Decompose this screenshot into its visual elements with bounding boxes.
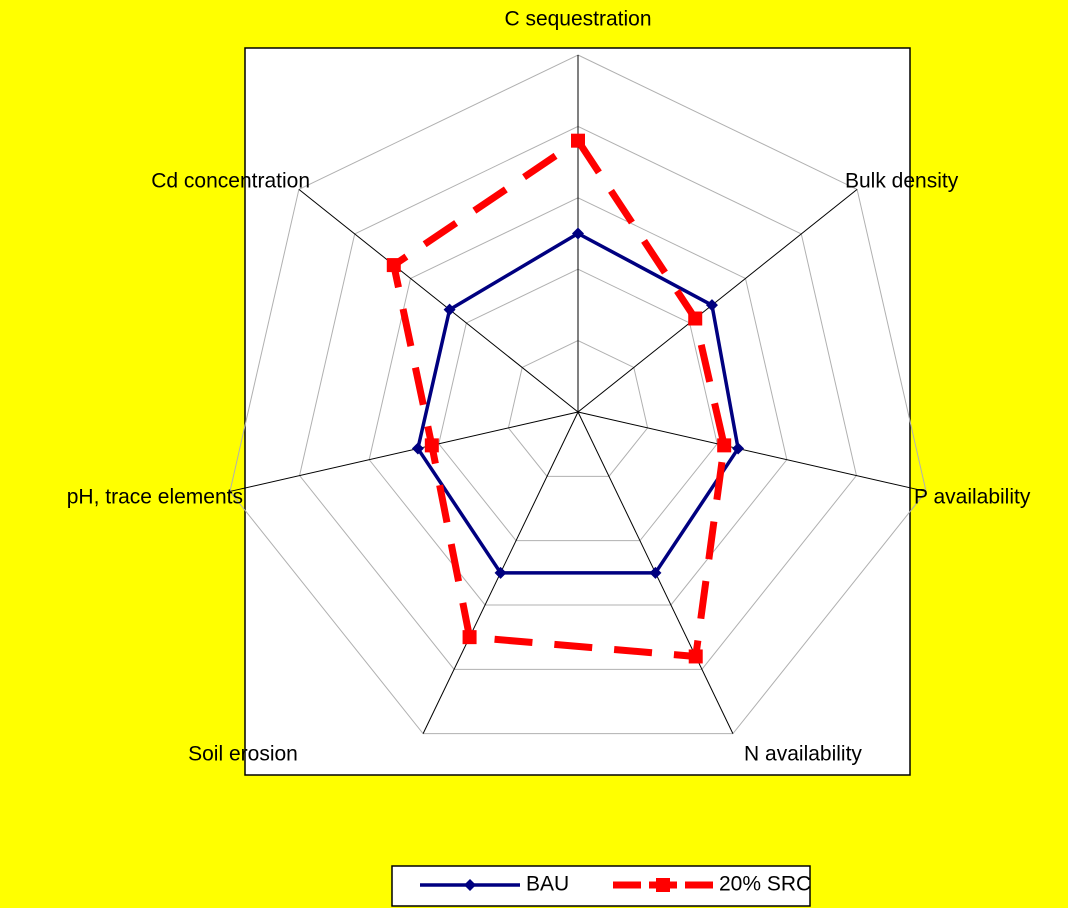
grid-ring	[299, 125, 857, 670]
series-line	[416, 231, 740, 575]
marker	[688, 311, 703, 326]
marker	[571, 133, 585, 148]
category-label: P availability	[914, 486, 1031, 509]
series-line	[390, 137, 728, 660]
category-label: Bulk density	[845, 170, 959, 193]
grid-ring	[507, 340, 649, 477]
marker	[386, 258, 401, 273]
axis-spoke	[577, 411, 927, 492]
legend-label: BAU	[526, 873, 569, 896]
marker	[424, 438, 439, 453]
marker	[705, 299, 718, 312]
category-label: C sequestration	[504, 8, 651, 31]
marker	[411, 442, 424, 455]
category-label: Cd concentration	[151, 170, 310, 193]
marker	[732, 442, 745, 455]
axis-spoke	[577, 189, 858, 413]
axis-spoke	[298, 189, 579, 413]
marker	[462, 630, 477, 645]
marker	[572, 227, 584, 240]
axis-spoke	[229, 411, 579, 492]
grid-ring	[438, 268, 718, 542]
marker	[688, 649, 703, 664]
legend-marker	[656, 878, 670, 892]
labels: C sequestration Bulk density P availabilit…	[67, 8, 1031, 766]
category-label: N availability	[744, 743, 862, 766]
grid-ring	[229, 54, 927, 735]
series-group	[386, 133, 745, 664]
marker	[443, 303, 456, 316]
legend-items: BAU 20% SRC	[420, 873, 811, 896]
legend-marker	[464, 879, 476, 891]
grid-ring	[368, 197, 788, 606]
marker	[717, 438, 732, 453]
marker	[649, 566, 662, 579]
category-label: Soil erosion	[188, 743, 298, 766]
legend-label: 20% SRC	[719, 873, 811, 896]
category-label: pH, trace elements	[67, 486, 243, 509]
marker	[494, 566, 507, 579]
